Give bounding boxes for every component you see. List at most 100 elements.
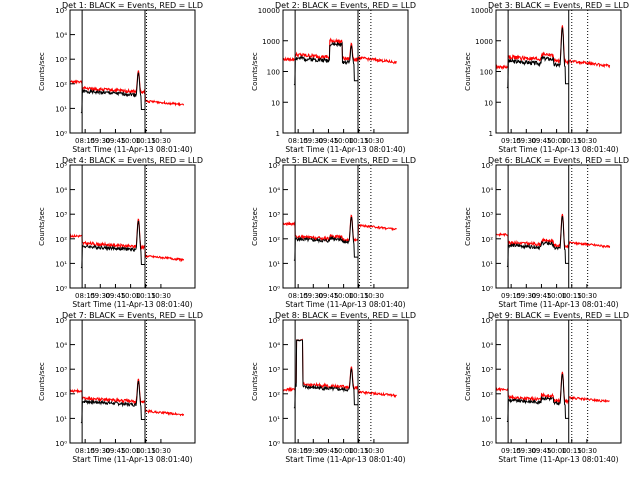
y-tick-label: 10: [271, 99, 280, 107]
y-tick-label: 10³: [481, 211, 493, 219]
x-tick-label: 09:30: [516, 292, 536, 300]
events-series-line: [293, 339, 358, 409]
panel-title: Det 1: BLACK = Events, RED = LLD: [62, 1, 203, 10]
x-tick-label: 09:45: [531, 447, 551, 455]
x-axis-label: Start Time (11-Apr-13 08:01:40): [498, 145, 618, 154]
x-tick-label: 08:15: [288, 292, 308, 300]
plot-frame: [282, 9, 409, 134]
plot-frame: [282, 164, 409, 289]
x-axis-label: Start Time (11-Apr-13 08:01:40): [285, 145, 405, 154]
events-series-line: [506, 373, 569, 422]
x-tick-label: 10:15: [136, 447, 156, 455]
x-tick-label: 09:30: [516, 137, 536, 145]
lld-series-line: [282, 338, 397, 399]
panel-title: Det 3: BLACK = Events, RED = LLD: [488, 1, 629, 10]
x-tick-label: 09:30: [303, 137, 323, 145]
x-tick-label: 10:30: [364, 137, 384, 145]
x-tick-label: 10:30: [577, 447, 597, 455]
x-tick-label: 10:15: [349, 137, 369, 145]
x-tick-label: 09:15: [501, 292, 521, 300]
y-tick-label: 10⁵: [55, 162, 67, 170]
plot-frame: [495, 319, 622, 444]
x-axis-label: Start Time (11-Apr-13 08:01:40): [72, 145, 192, 154]
y-tick-label: 10⁰: [481, 285, 493, 293]
x-tick-label: 10:00: [547, 292, 567, 300]
x-tick-label: 10:30: [577, 137, 597, 145]
y-tick-label: 10²: [481, 391, 493, 399]
y-tick-label: 100: [267, 69, 280, 77]
panel-title: Det 8: BLACK = Events, RED = LLD: [275, 311, 416, 320]
detector-panel-3: Det 3: BLACK = Events, RED = LLD 1 10 100 10…: [464, 1, 629, 154]
x-tick-label: 10:30: [151, 292, 171, 300]
x-tick-label: 09:30: [90, 447, 110, 455]
y-tick-label: 10⁴: [55, 342, 67, 350]
y-tick-label: 10⁵: [268, 162, 280, 170]
y-tick-label: 10¹: [481, 415, 493, 423]
x-tick-label: 09:15: [501, 137, 521, 145]
x-tick-label: 10:15: [562, 292, 582, 300]
y-tick-label: 10²: [268, 391, 280, 399]
detector-panel-7: Det 7: BLACK = Events, RED = LLD 10⁰ 10¹ 10…: [38, 311, 203, 464]
x-axis-label: Start Time (11-Apr-13 08:01:40): [285, 455, 405, 464]
detector-panel-5: Det 5: BLACK = Events, RED = LLD 10⁰ 10¹ 10…: [251, 156, 416, 309]
x-tick-label: 09:30: [90, 292, 110, 300]
y-tick-label: 10¹: [268, 415, 280, 423]
x-tick-label: 10:00: [121, 137, 141, 145]
y-axis-label: Counts/sec: [464, 52, 472, 91]
x-tick-label: 10:15: [562, 137, 582, 145]
y-tick-label: 10¹: [481, 260, 493, 268]
x-tick-label: 10:30: [151, 137, 171, 145]
x-tick-label: 09:45: [318, 447, 338, 455]
x-tick-label: 10:15: [349, 292, 369, 300]
x-tick-label: 10:00: [121, 447, 141, 455]
y-tick-label: 10³: [268, 211, 280, 219]
x-tick-label: 09:45: [318, 137, 338, 145]
y-tick-label: 1: [489, 130, 493, 138]
y-tick-label: 10³: [55, 366, 67, 374]
plot-frame: [69, 164, 196, 289]
y-tick-label: 10⁰: [55, 440, 67, 448]
x-tick-label: 10:15: [562, 447, 582, 455]
x-tick-label: 10:15: [136, 292, 156, 300]
plot-frame: [69, 319, 196, 444]
panel-title: Det 7: BLACK = Events, RED = LLD: [62, 311, 203, 320]
events-series-line: [293, 217, 358, 261]
x-axis-label: Start Time (11-Apr-13 08:01:40): [498, 455, 618, 464]
y-tick-label: 10⁰: [55, 130, 67, 138]
y-tick-label: 10⁰: [268, 440, 280, 448]
detector-panel-6: Det 6: BLACK = Events, RED = LLD 10⁰ 10¹ 10…: [464, 156, 629, 309]
events-series-line: [80, 220, 145, 269]
x-tick-label: 09:45: [105, 447, 125, 455]
y-axis-label: Counts/sec: [464, 362, 472, 401]
y-tick-label: 10⁰: [55, 285, 67, 293]
lld-series-line: [69, 378, 185, 417]
x-tick-label: 10:00: [334, 292, 354, 300]
x-tick-label: 08:15: [288, 137, 308, 145]
x-axis-label: Start Time (11-Apr-13 08:01:40): [285, 300, 405, 309]
x-tick-label: 08:15: [75, 292, 95, 300]
y-tick-label: 10⁴: [268, 342, 280, 350]
y-tick-label: 10⁰: [268, 285, 280, 293]
x-tick-label: 09:30: [303, 292, 323, 300]
y-tick-label: 10⁵: [55, 317, 67, 325]
y-tick-label: 1000: [475, 38, 493, 46]
x-tick-label: 10:15: [349, 447, 369, 455]
plot-frame: [495, 9, 622, 134]
plot-frame: [282, 319, 409, 444]
x-tick-label: 10:30: [364, 292, 384, 300]
y-tick-label: 10²: [268, 236, 280, 244]
x-tick-label: 10:15: [136, 137, 156, 145]
lld-series-line: [495, 371, 610, 405]
x-tick-label: 10:00: [334, 447, 354, 455]
x-tick-label: 10:00: [547, 447, 567, 455]
x-tick-label: 09:30: [90, 137, 110, 145]
y-axis-label: Counts/sec: [38, 362, 46, 401]
y-tick-label: 1000: [262, 38, 280, 46]
detector-panel-9: Det 9: BLACK = Events, RED = LLD 10⁰ 10¹ 10…: [464, 311, 629, 464]
y-tick-label: 10⁴: [55, 32, 67, 40]
y-axis-label: Counts/sec: [251, 52, 259, 91]
y-tick-label: 1: [276, 130, 280, 138]
y-tick-label: 10²: [55, 236, 67, 244]
panel-title: Det 4: BLACK = Events, RED = LLD: [62, 156, 203, 165]
